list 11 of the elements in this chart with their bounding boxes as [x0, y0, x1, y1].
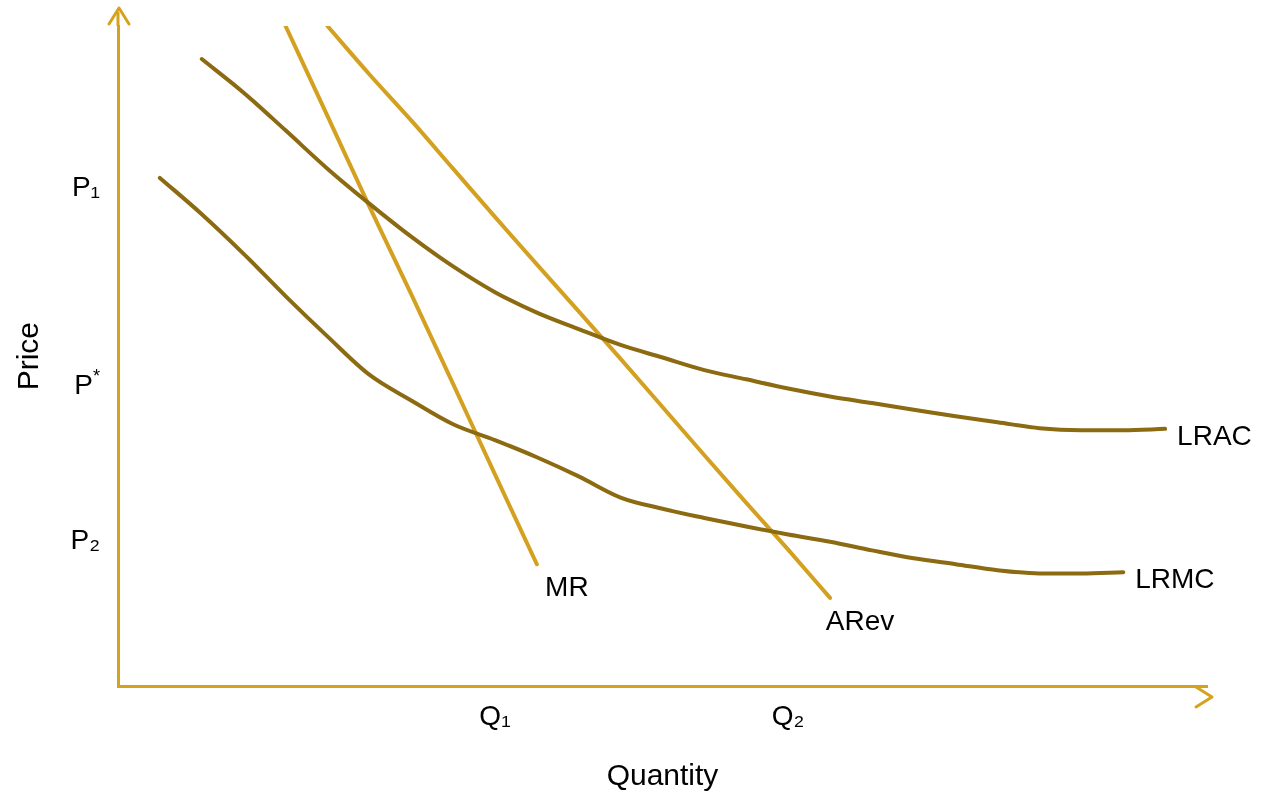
- series-label: LRMC: [1135, 562, 1215, 594]
- series-label: LRAC: [1177, 419, 1252, 451]
- x-axis-title: Quantity: [606, 757, 719, 791]
- series-label: MR: [545, 570, 589, 602]
- y-axis-title: Price: [11, 322, 45, 391]
- text: P₂: [70, 524, 100, 556]
- x-tick-label: Q₁: [479, 699, 511, 731]
- text: P₁: [71, 171, 100, 203]
- x-tick-label: Q₂: [771, 699, 805, 731]
- series-label: ARev: [825, 604, 895, 636]
- text: P*: [74, 365, 100, 401]
